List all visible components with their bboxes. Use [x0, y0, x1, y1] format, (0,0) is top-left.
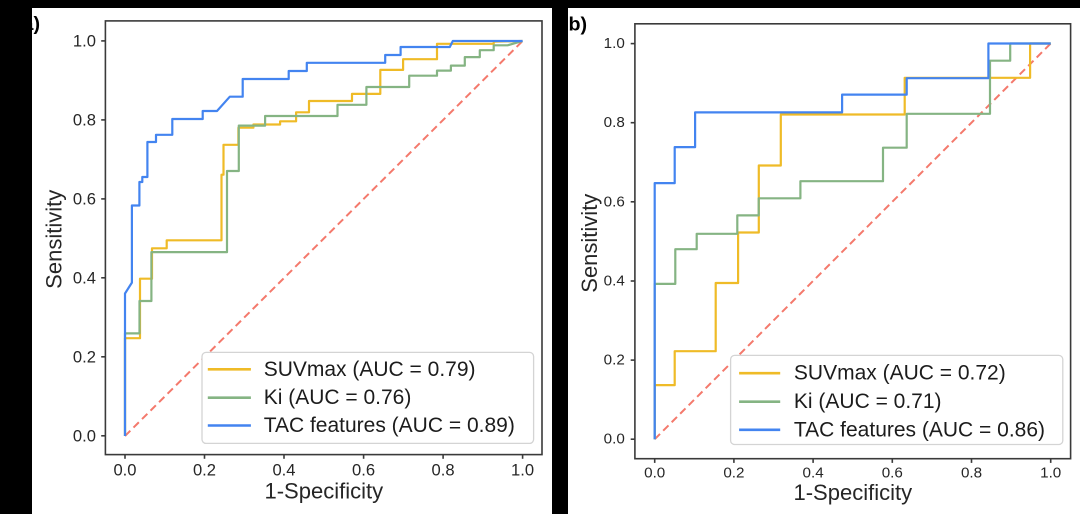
svg-text:0.8: 0.8 — [432, 461, 455, 480]
svg-text:0.6: 0.6 — [882, 465, 903, 482]
svg-text:Sensitivity: Sensitivity — [41, 190, 66, 289]
svg-text:0.4: 0.4 — [604, 273, 625, 290]
svg-text:0.2: 0.2 — [73, 347, 96, 366]
svg-text:TAC features (AUC = 0.89): TAC features (AUC = 0.89) — [264, 414, 515, 437]
svg-text:0.6: 0.6 — [604, 193, 625, 210]
svg-text:0.8: 0.8 — [961, 465, 982, 482]
svg-text:Ki (AUC = 0.76): Ki (AUC = 0.76) — [264, 386, 412, 409]
svg-text:0.0: 0.0 — [73, 426, 96, 445]
svg-text:0.8: 0.8 — [604, 114, 625, 131]
svg-text:0.4: 0.4 — [272, 461, 295, 480]
svg-text:Sensitivity: Sensitivity — [577, 194, 602, 293]
svg-text:SUVmax (AUC = 0.79): SUVmax (AUC = 0.79) — [264, 358, 476, 381]
svg-text:0.2: 0.2 — [723, 465, 744, 482]
svg-text:0.0: 0.0 — [604, 431, 625, 448]
svg-text:0.0: 0.0 — [644, 465, 665, 482]
svg-text:0.6: 0.6 — [73, 189, 96, 208]
svg-text:SUVmax (AUC = 0.72): SUVmax (AUC = 0.72) — [794, 362, 1006, 385]
svg-text:Ki (AUC = 0.71): Ki (AUC = 0.71) — [794, 390, 942, 413]
svg-text:b): b) — [569, 14, 588, 36]
svg-text:1.0: 1.0 — [511, 461, 534, 480]
svg-text:0.0: 0.0 — [113, 461, 136, 480]
svg-text:0.4: 0.4 — [73, 268, 96, 287]
svg-text:0.8: 0.8 — [73, 110, 96, 129]
svg-text:0.4: 0.4 — [803, 465, 824, 482]
svg-text:0.2: 0.2 — [193, 461, 216, 480]
svg-text:1.0: 1.0 — [73, 31, 96, 50]
svg-text:0.6: 0.6 — [352, 461, 375, 480]
svg-text:TAC features (AUC = 0.86): TAC features (AUC = 0.86) — [794, 418, 1045, 441]
svg-text:1-Specificity: 1-Specificity — [794, 480, 913, 505]
svg-text:1-Specificity: 1-Specificity — [265, 478, 384, 503]
svg-text:1.0: 1.0 — [604, 35, 625, 52]
svg-text:1.0: 1.0 — [1040, 465, 1061, 482]
svg-text:0.2: 0.2 — [604, 352, 625, 369]
